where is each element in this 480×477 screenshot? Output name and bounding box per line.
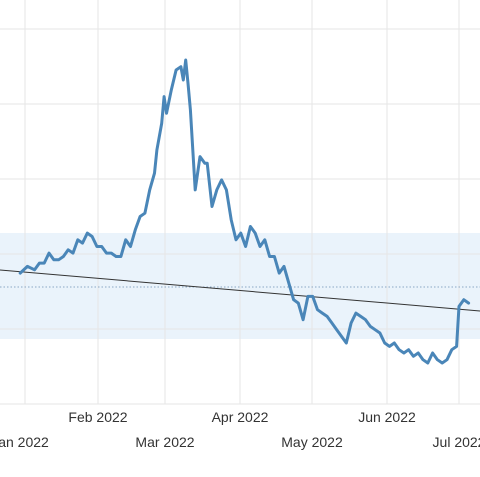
x-tick-label-upper: Jun 2022 [358,409,416,425]
series-line [18,58,471,365]
x-axis-labels: Feb 2022 Apr 2022 Jun 2022 Jan 2022 Mar … [0,409,480,450]
x-tick-label-upper: Apr 2022 [212,409,269,425]
x-tick-label-lower: Jul 2022 [433,434,480,450]
x-tick-label-lower: May 2022 [281,434,343,450]
x-tick-label-lower: Mar 2022 [135,434,194,450]
x-tick-label-lower: Jan 2022 [0,434,49,450]
trend-line [0,269,480,312]
grid-lines [0,0,480,405]
x-tick-label-upper: Feb 2022 [68,409,127,425]
